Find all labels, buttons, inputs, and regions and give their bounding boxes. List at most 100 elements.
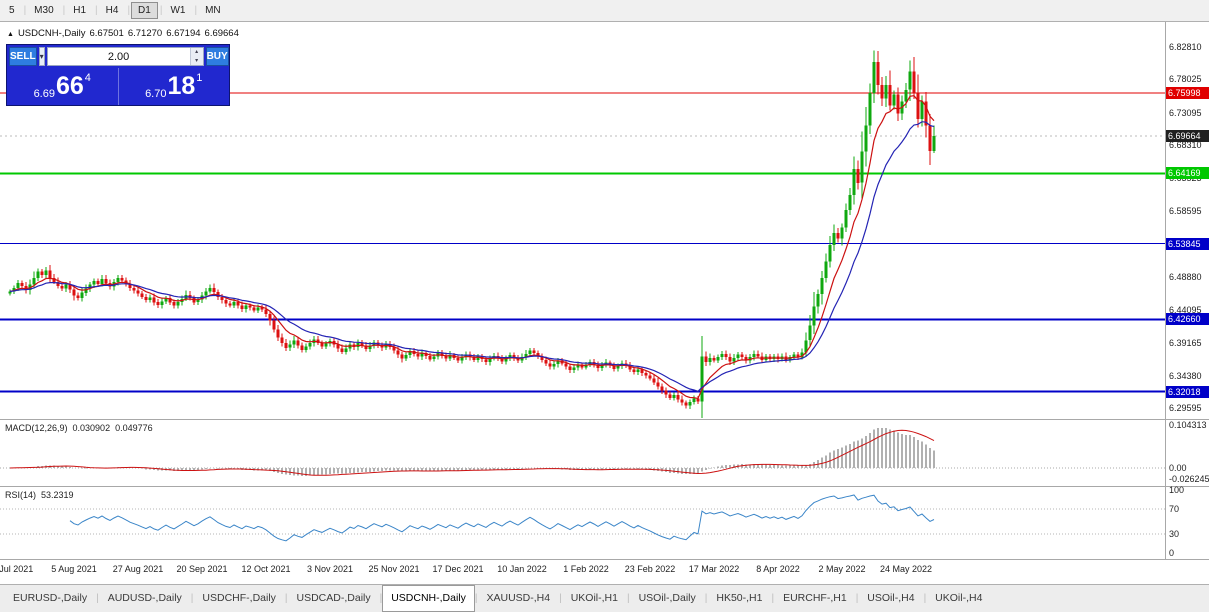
- sell-price[interactable]: 6.69 66 4: [7, 68, 118, 105]
- tab-separator: |: [855, 593, 859, 604]
- macd-tick: 0.00: [1169, 463, 1187, 473]
- current-price-label: 6.69664: [1166, 130, 1209, 142]
- tab-separator: |: [474, 593, 478, 604]
- chevron-down-icon: ▾: [39, 52, 44, 61]
- buy-price-pipette: 1: [196, 72, 203, 84]
- price-tick: 6.48880: [1169, 272, 1202, 282]
- tab-hk50-h1[interactable]: HK50-,H1: [716, 592, 763, 604]
- date-label: 14 Jul 2021: [0, 564, 34, 574]
- tab-separator: |: [559, 593, 562, 604]
- date-label: 2 May 2022: [818, 564, 866, 574]
- price-tick: 6.44095: [1169, 305, 1202, 315]
- collapse-triangle-icon: ▲: [7, 31, 14, 38]
- date-label: 12 Oct 2021: [241, 564, 291, 574]
- main-chart[interactable]: [0, 22, 1165, 419]
- rsi-tick: 100: [1169, 485, 1185, 495]
- macd-name: MACD(12,26,9): [5, 423, 68, 433]
- macd-label: MACD(12,26,9) 0.030902 0.049776: [5, 423, 158, 433]
- price-tick: 6.29595: [1169, 403, 1202, 413]
- timeframe-button-w1[interactable]: W1: [170, 5, 186, 16]
- sell-button[interactable]: SELL: [9, 47, 37, 66]
- volume-decrease-button[interactable]: ▾: [190, 56, 203, 65]
- tab-ukoil-h1[interactable]: UKOil-,H1: [570, 592, 618, 604]
- tab-separator: |: [923, 593, 927, 604]
- price-tick: 6.34380: [1169, 371, 1202, 381]
- rsi-value: 53.2319: [41, 490, 74, 500]
- symbol-period-label: USDCNH-,Daily: [17, 28, 86, 39]
- tab-separator: |: [626, 593, 630, 604]
- tab-audusd-daily[interactable]: AUDUSD-,Daily: [107, 592, 182, 604]
- toolbar-separator: |: [62, 5, 66, 16]
- tab-usdcad-daily[interactable]: USDCAD-,Daily: [296, 592, 371, 604]
- date-label: 20 Sep 2021: [176, 564, 228, 574]
- price-tick: 6.82810: [1169, 42, 1202, 52]
- ohlc-low: 6.67194: [166, 28, 201, 39]
- tab-separator: |: [284, 593, 288, 604]
- rsi-tick: 70: [1169, 504, 1180, 514]
- price-tick: 6.58595: [1169, 206, 1202, 216]
- tab-ukoil-h4[interactable]: UKOil-,H4: [935, 592, 983, 604]
- date-label: 25 Nov 2021: [368, 564, 420, 574]
- macd-tick: -0.026245: [1169, 474, 1209, 484]
- macd-tick: 0.104313: [1169, 420, 1207, 430]
- timeframe-button-h1[interactable]: H1: [73, 5, 87, 16]
- tab-usoil-daily[interactable]: USOil-,Daily: [638, 592, 696, 604]
- timeframe-button-m30[interactable]: M30: [34, 5, 54, 16]
- rsi-tick: 30: [1169, 529, 1180, 539]
- buy-price-prefix: 6.70: [145, 88, 167, 100]
- tab-eurchf-h1[interactable]: EURCHF-,H1: [783, 592, 847, 604]
- timeframe-button-h4[interactable]: H4: [105, 5, 119, 16]
- buy-button[interactable]: BUY: [205, 47, 229, 66]
- volume-increase-button[interactable]: ▴: [190, 48, 203, 57]
- panel-separator[interactable]: [0, 419, 1209, 420]
- chart-title: ▲ USDCNH-,Daily 6.67501 6.71270 6.67194 6.696…: [7, 28, 243, 39]
- date-label: 10 Jan 2022: [497, 564, 547, 574]
- buy-price[interactable]: 6.70 18 1: [117, 68, 230, 105]
- date-label: 5 Aug 2021: [51, 564, 97, 574]
- timeframe-button-5[interactable]: 5: [9, 5, 15, 16]
- date-label: 17 Mar 2022: [688, 564, 740, 574]
- sell-price-big: 66: [55, 72, 84, 100]
- rsi-tick: 0: [1169, 548, 1175, 558]
- volume-input[interactable]: [47, 48, 190, 65]
- sell-price-prefix: 6.69: [33, 88, 55, 100]
- date-label: 23 Feb 2022: [624, 564, 676, 574]
- sell-price-pipette: 4: [84, 72, 91, 84]
- rsi-label: RSI(14) 53.2319: [5, 490, 79, 500]
- date-label: 24 May 2022: [879, 564, 933, 574]
- level-price-label: 6.64169: [1166, 167, 1209, 179]
- panel-separator[interactable]: [0, 486, 1209, 487]
- tab-separator: |: [771, 593, 775, 604]
- ohlc-open: 6.67501: [89, 28, 124, 39]
- level-price-label: 6.32018: [1166, 386, 1209, 398]
- tab-usdcnh-daily[interactable]: USDCNH-,Daily: [382, 585, 475, 612]
- tab-separator: |: [704, 593, 708, 604]
- macd-value: 0.030902: [72, 423, 111, 433]
- timeframe-button-d1[interactable]: D1: [131, 2, 158, 19]
- toolbar-separator: |: [194, 5, 198, 16]
- price-tick: 6.78025: [1169, 74, 1202, 84]
- date-label: 3 Nov 2021: [306, 564, 354, 574]
- price-tick: 6.39165: [1169, 338, 1202, 348]
- level-price-label: 6.75998: [1166, 87, 1209, 99]
- tab-separator: |: [190, 593, 194, 604]
- macd-panel[interactable]: [0, 420, 1165, 486]
- rsi-panel[interactable]: [0, 487, 1165, 559]
- panel-separator: [0, 559, 1209, 560]
- price-tick: 6.68310: [1169, 140, 1202, 150]
- price-axis: [1165, 22, 1209, 559]
- tab-eurusd-daily[interactable]: EURUSD-,Daily: [13, 592, 88, 604]
- tab-xauusd-h4[interactable]: XAUUSD-,H4: [486, 592, 551, 604]
- tab-usdchf-daily[interactable]: USDCHF-,Daily: [202, 592, 276, 604]
- tab-usoil-h4[interactable]: USOil-,H4: [867, 592, 915, 604]
- volume-dropdown-button[interactable]: ▾: [38, 47, 45, 66]
- macd-signal-value: 0.049776: [115, 423, 153, 433]
- timeframe-button-mn[interactable]: MN: [205, 5, 221, 16]
- date-label: 27 Aug 2021: [112, 564, 164, 574]
- toolbar-separator: |: [95, 5, 98, 16]
- date-label: 8 Apr 2022: [756, 564, 800, 574]
- ohlc-close: 6.69664: [204, 28, 239, 39]
- chart-tabs-bar: EURUSD-,Daily | AUDUSD-,Daily | USDCHF-,Dail…: [0, 584, 1209, 612]
- date-label: 17 Dec 2021: [432, 564, 484, 574]
